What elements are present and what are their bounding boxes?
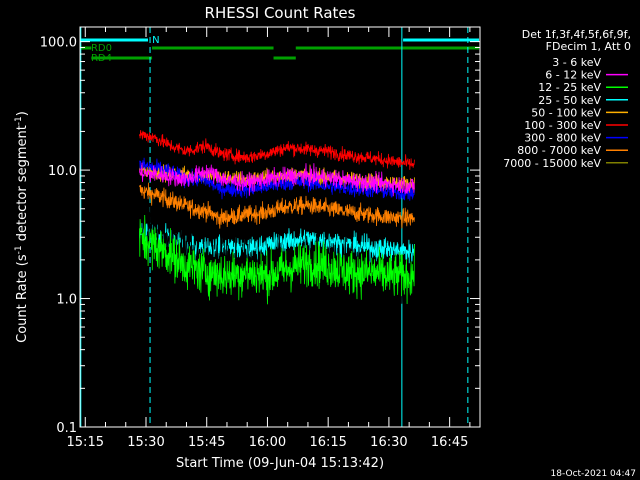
x-tick-label: 15:15 xyxy=(67,435,104,450)
y-tick-label: 1.0 xyxy=(56,293,77,308)
legend-header: FDecim 1, Att 0 xyxy=(546,40,631,53)
series-group xyxy=(139,130,415,309)
legend-entry-label: 800 - 7000 keV xyxy=(517,144,601,157)
y-axis-label: Count Rate (s-1 detector segment-1) xyxy=(14,111,30,343)
legend-entry-label: 12 - 25 keV xyxy=(538,81,601,94)
x-tick-label: 16:00 xyxy=(249,435,286,450)
series-line-1 xyxy=(139,162,415,197)
flag-label: N xyxy=(152,35,159,46)
legend-entry-label: 6 - 12 keV xyxy=(545,69,601,82)
chart-title: RHESSI Count Rates xyxy=(205,4,356,22)
legend: Det 1f,3f,4f,5f,6f,9f,FDecim 1, Att 0 3 -… xyxy=(503,28,631,170)
legend-entry-label: 50 - 100 keV xyxy=(531,106,601,119)
series-line-7 xyxy=(139,182,415,229)
flag-label: RD0 xyxy=(91,43,112,54)
y-axis-ticks: 0.1 1.0 10.0 100.0 xyxy=(40,36,480,436)
y-tick-label: 10.0 xyxy=(48,164,77,179)
x-tick-label: 16:30 xyxy=(370,435,407,450)
legend-header: Det 1f,3f,4f,5f,6f,9f, xyxy=(522,28,631,41)
legend-entry-label: 300 - 800 keV xyxy=(524,132,601,145)
flag-label: RD4 xyxy=(91,53,112,64)
legend-entry-label: 25 - 50 keV xyxy=(538,94,601,107)
plot-frame xyxy=(79,26,481,428)
series-line-2 xyxy=(139,214,415,305)
legend-entry-label: 100 - 300 keV xyxy=(524,119,601,132)
x-axis-ticks: 15:15 15:30 15:45 16:00 16:15 16:30 16:45 xyxy=(67,27,471,450)
series-line-5 xyxy=(139,130,415,170)
y-tick-label: 100.0 xyxy=(40,36,77,51)
y-tick-label: 0.1 xyxy=(56,421,77,436)
x-tick-label: 16:15 xyxy=(309,435,346,450)
x-tick-label: 16:45 xyxy=(431,435,468,450)
x-axis-label: Start Time (09-Jun-04 15:13:42) xyxy=(176,456,384,471)
legend-entry-label: 3 - 6 keV xyxy=(552,56,601,69)
footer-timestamp: 18-Oct-2021 04:47 xyxy=(551,469,636,479)
legend-entry-label: 7000 - 15000 keV xyxy=(503,157,601,170)
x-tick-label: 15:30 xyxy=(127,435,164,450)
x-tick-label: 15:45 xyxy=(188,435,225,450)
